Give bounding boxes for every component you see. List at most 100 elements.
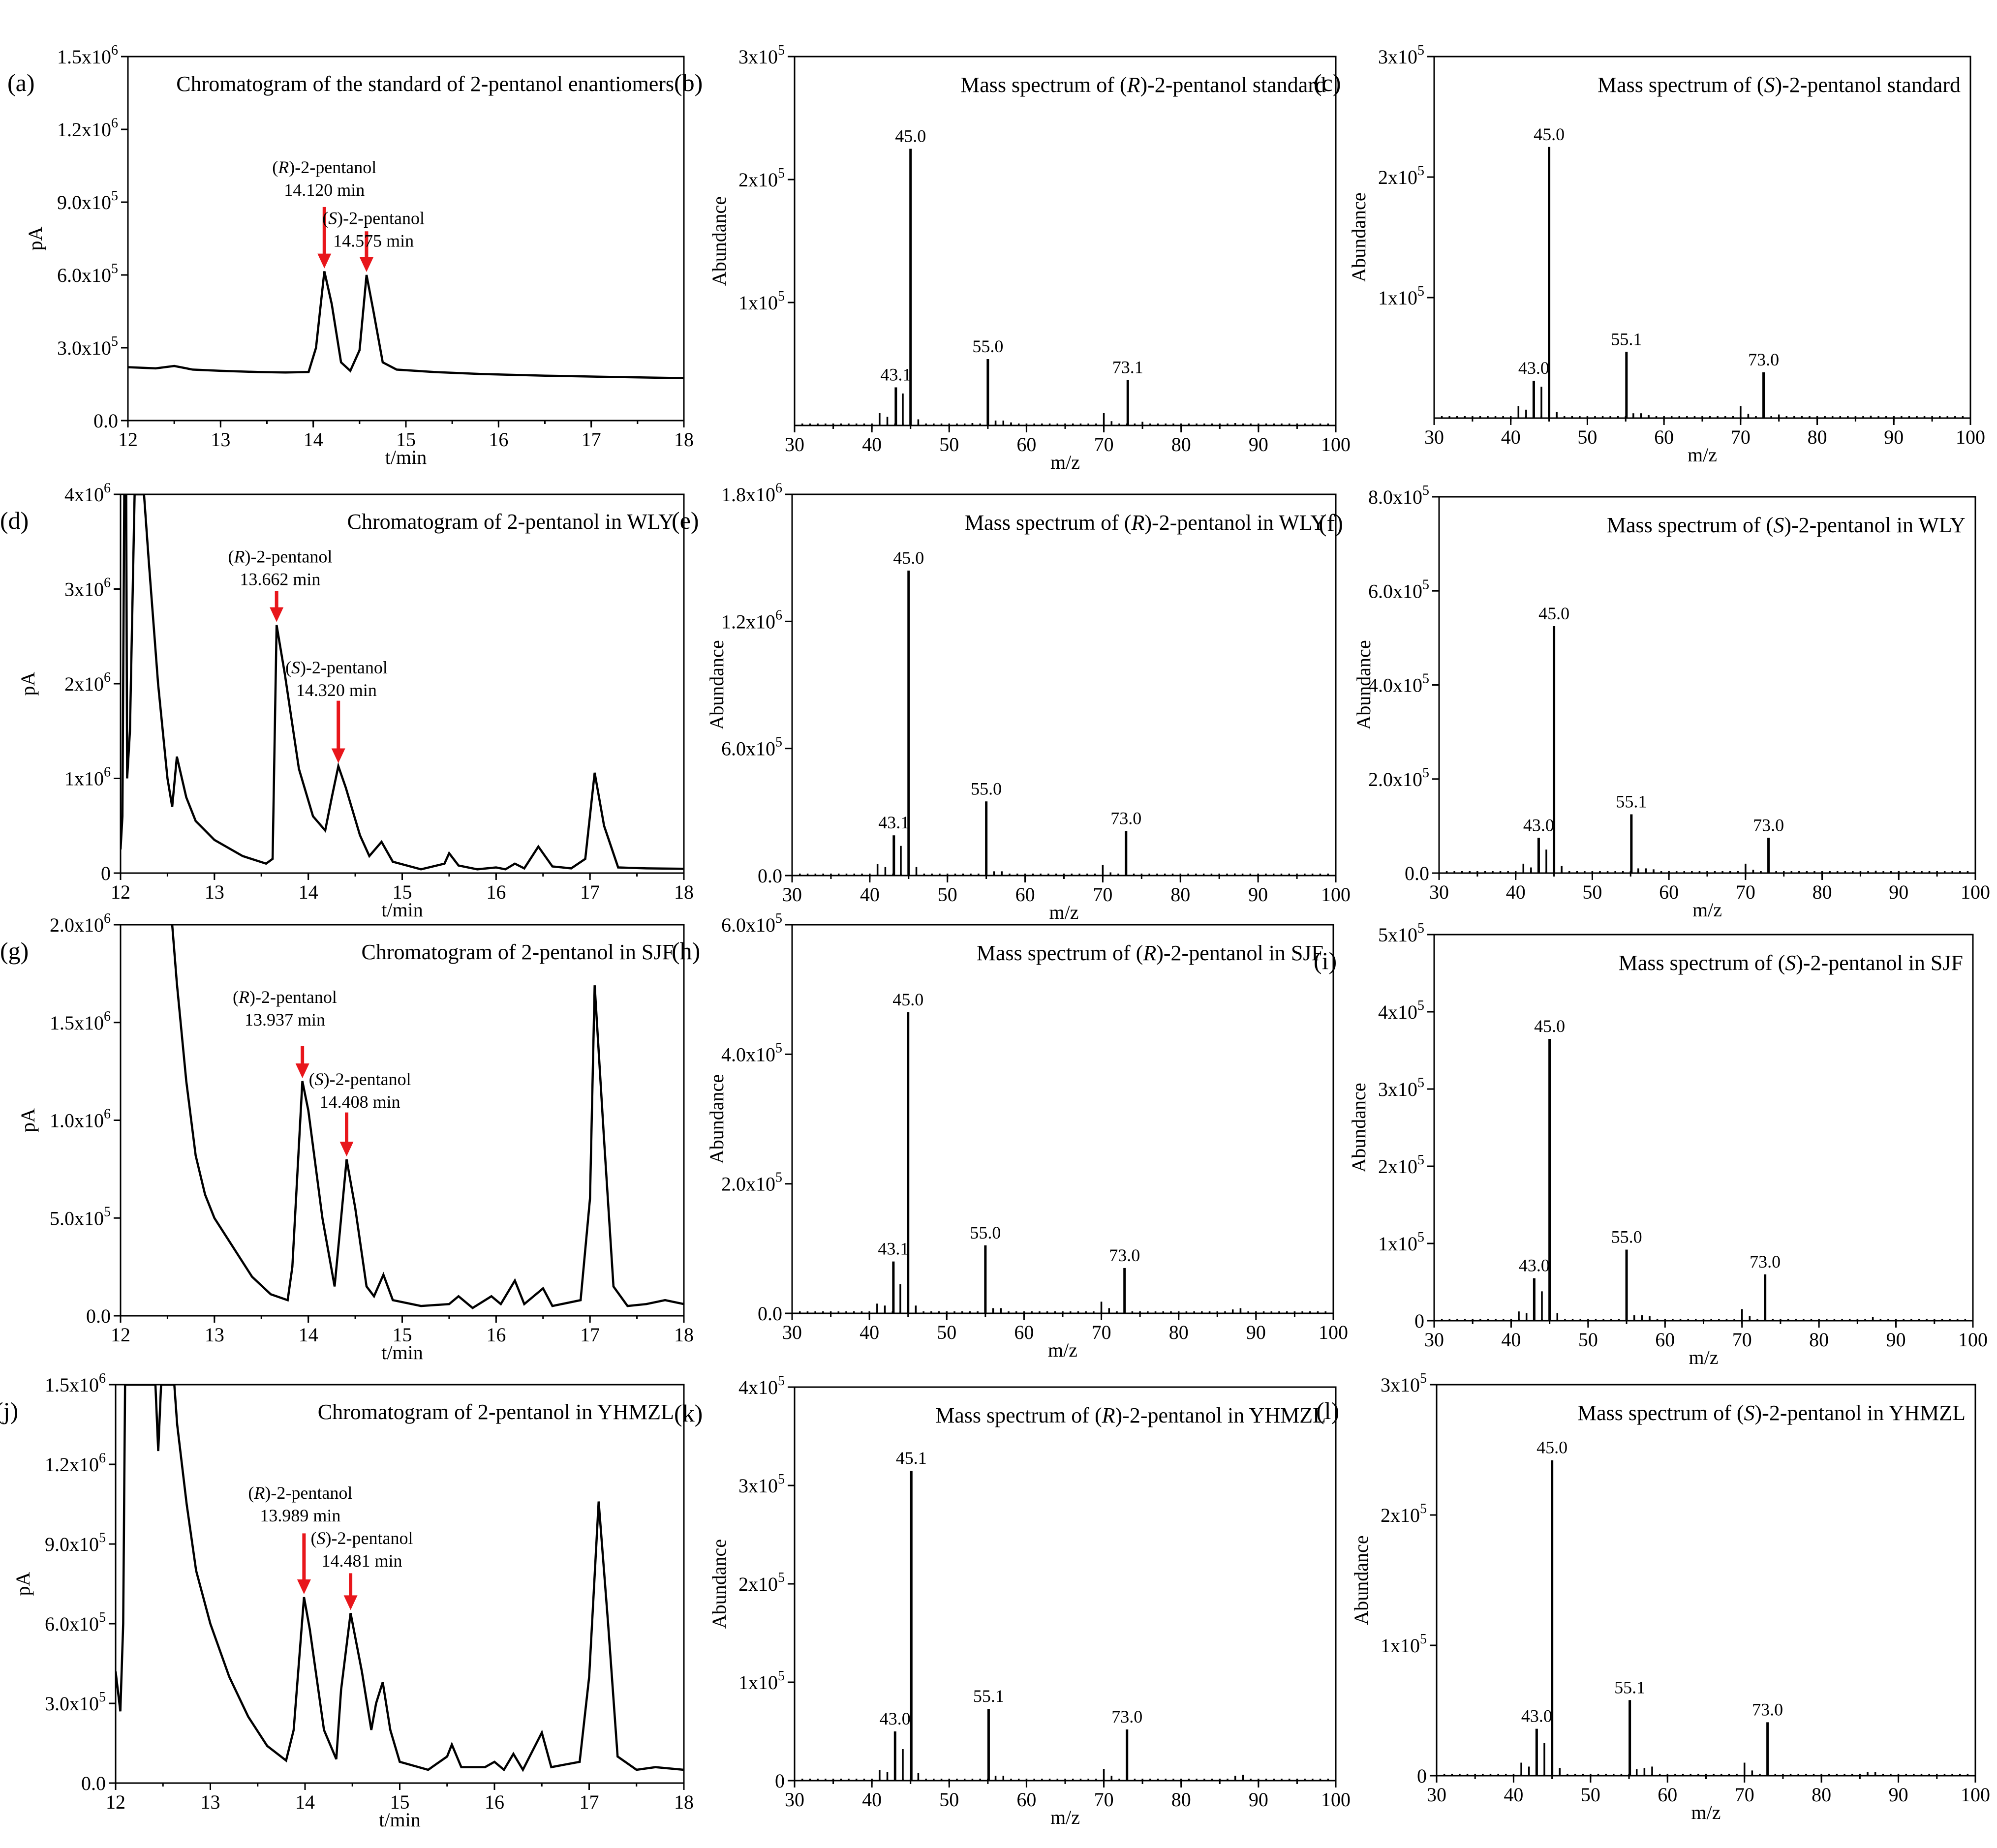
x-axis-label: m/z bbox=[1050, 1806, 1080, 1828]
x-axis-label: t/min bbox=[379, 1809, 420, 1831]
retention-time-label: 14.575 min bbox=[333, 231, 414, 250]
ms-peak-label: 43.0 bbox=[1523, 815, 1554, 835]
x-tick-label: 70 bbox=[1094, 1788, 1114, 1811]
x-tick-label: 70 bbox=[1092, 1321, 1111, 1343]
panel-letter: (f) bbox=[1319, 509, 1343, 537]
x-tick-label: 18 bbox=[674, 428, 694, 451]
y-axis-label: Abundance bbox=[708, 1539, 730, 1629]
y-axis-label: Abundance bbox=[1350, 1535, 1372, 1625]
panel-letter: (c) bbox=[1314, 69, 1341, 96]
x-tick-label: 40 bbox=[862, 433, 882, 455]
y-tick-label: 0.0 bbox=[81, 1772, 106, 1794]
y-tick-label: 5.0x105 bbox=[50, 1204, 111, 1229]
panel-letter: (a) bbox=[7, 69, 35, 96]
y-axis-label: Abundance bbox=[1348, 1083, 1370, 1172]
retention-time-label: 13.662 min bbox=[240, 570, 320, 589]
x-tick-label: 14 bbox=[299, 881, 318, 903]
y-tick-label: 4x105 bbox=[738, 1373, 785, 1398]
retention-time-label: 13.937 min bbox=[245, 1010, 325, 1030]
x-tick-label: 100 bbox=[1321, 433, 1351, 455]
y-axis-label: pA bbox=[17, 671, 39, 696]
x-tick-label: 70 bbox=[1735, 1784, 1754, 1806]
panel-title: Chromatogram of 2-pentanol in SJF bbox=[362, 940, 675, 964]
x-tick-label: 90 bbox=[1248, 883, 1268, 906]
ms-peak-label: 73.0 bbox=[1752, 1699, 1783, 1719]
x-tick-label: 50 bbox=[1578, 1329, 1598, 1351]
retention-time-label: 14.481 min bbox=[321, 1551, 402, 1571]
panel-e: 30 40 50 60 70 80 90 100 0.0 6.0x105 1.2x106 1.8x10… bbox=[672, 481, 1351, 923]
x-tick-label: 30 bbox=[1424, 1329, 1444, 1351]
retention-time-label: 14.408 min bbox=[320, 1092, 400, 1112]
peak-arrow-head bbox=[331, 748, 345, 763]
plot-frame bbox=[1433, 934, 1974, 1322]
y-axis-label: Abundance bbox=[1348, 192, 1370, 282]
x-tick-label: 40 bbox=[860, 1321, 879, 1343]
panel-title: Mass spectrum of (S)-2-pentanol in SJF bbox=[1619, 951, 1963, 975]
y-tick-label: 0.0 bbox=[758, 865, 782, 887]
x-tick-label: 70 bbox=[1731, 426, 1751, 448]
x-tick-label: 15 bbox=[393, 1324, 412, 1346]
y-tick-label: 3x105 bbox=[1378, 1075, 1424, 1100]
x-tick-label: 18 bbox=[674, 1324, 694, 1346]
y-tick-label: 1.2x106 bbox=[721, 607, 782, 633]
plot-frame bbox=[1436, 1384, 1976, 1777]
enantiomer-label: (S)-2-pentanol bbox=[322, 208, 425, 228]
y-tick-label: 3.0x105 bbox=[45, 1690, 106, 1715]
y-tick-label: 0 bbox=[1414, 1310, 1424, 1332]
ms-peak-label: 43.0 bbox=[1521, 1706, 1552, 1726]
chromatogram-trace bbox=[128, 271, 684, 379]
y-tick-label: 0 bbox=[775, 1770, 785, 1792]
panel-letter: (h) bbox=[672, 937, 700, 965]
y-tick-label: 1x105 bbox=[1378, 284, 1424, 309]
x-tick-label: 15 bbox=[390, 1791, 410, 1813]
x-axis-label: m/z bbox=[1049, 901, 1079, 923]
x-tick-label: 90 bbox=[1249, 1788, 1268, 1811]
panel-h: 30 40 50 60 70 80 90 100 0.0 2.0x105 4.0x105 6.0x10… bbox=[672, 911, 1348, 1361]
x-tick-label: 60 bbox=[1655, 1329, 1675, 1351]
x-tick-label: 50 bbox=[1582, 881, 1602, 903]
panel-letter: (e) bbox=[672, 507, 699, 534]
x-tick-label: 13 bbox=[211, 428, 230, 451]
x-axis-label: t/min bbox=[385, 446, 427, 468]
x-tick-label: 100 bbox=[1958, 1329, 1988, 1351]
peak-arrow-head bbox=[270, 607, 284, 622]
retention-time-label: 14.320 min bbox=[296, 680, 377, 700]
x-tick-label: 100 bbox=[1961, 881, 1990, 903]
x-tick-label: 12 bbox=[111, 881, 130, 903]
x-tick-label: 40 bbox=[1506, 881, 1526, 903]
panel-i: 30 40 50 60 70 80 90 100 0 1x105 2x105 3x105 4x105 5x… bbox=[1314, 921, 1988, 1368]
x-tick-label: 18 bbox=[674, 881, 694, 903]
y-axis-label: Abundance bbox=[706, 640, 728, 729]
panel-title: Mass spectrum of (R)-2-pentanol standard bbox=[960, 73, 1326, 97]
x-tick-label: 50 bbox=[939, 1788, 959, 1811]
panel-b: 30 40 50 60 70 80 90 100 1x105 2x105 3x105 m/z Abund… bbox=[674, 43, 1351, 473]
x-tick-label: 17 bbox=[580, 1324, 600, 1346]
x-tick-label: 100 bbox=[1961, 1784, 1990, 1806]
x-tick-label: 12 bbox=[111, 1324, 130, 1346]
x-axis-label: m/z bbox=[1688, 444, 1717, 466]
x-tick-label: 30 bbox=[1424, 426, 1444, 448]
y-tick-label: 1x105 bbox=[738, 289, 785, 314]
y-tick-label: 2x105 bbox=[738, 1570, 785, 1595]
ms-peak-label: 45.0 bbox=[893, 548, 924, 568]
x-tick-label: 60 bbox=[1659, 881, 1679, 903]
x-tick-label: 70 bbox=[1093, 883, 1112, 906]
y-tick-label: 2.0x105 bbox=[1368, 765, 1429, 790]
x-tick-label: 16 bbox=[485, 1791, 504, 1813]
panel-g: 12 13 14 15 16 17 18 0.0 5.0x105 1.0x106 1.5x106 2.… bbox=[0, 911, 694, 1363]
plot-frame bbox=[115, 1384, 685, 1784]
x-tick-label: 100 bbox=[1319, 1321, 1348, 1343]
enantiomer-label: (S)-2-pentanol bbox=[285, 658, 388, 677]
y-tick-label: 1.0x106 bbox=[50, 1107, 111, 1132]
plot-frame bbox=[791, 924, 1334, 1314]
panel-title: Mass spectrum of (S)-2-pentanol standard bbox=[1598, 73, 1961, 97]
y-tick-label: 4x105 bbox=[1378, 998, 1424, 1023]
retention-time-label: 13.989 min bbox=[260, 1506, 340, 1525]
x-tick-label: 40 bbox=[860, 883, 880, 906]
y-tick-label: 1.8x106 bbox=[721, 481, 782, 506]
x-tick-label: 15 bbox=[393, 881, 412, 903]
x-tick-label: 80 bbox=[1171, 433, 1191, 455]
panel-letter: (j) bbox=[0, 1397, 18, 1424]
plot-frame bbox=[120, 493, 685, 874]
x-tick-label: 70 bbox=[1094, 433, 1114, 455]
